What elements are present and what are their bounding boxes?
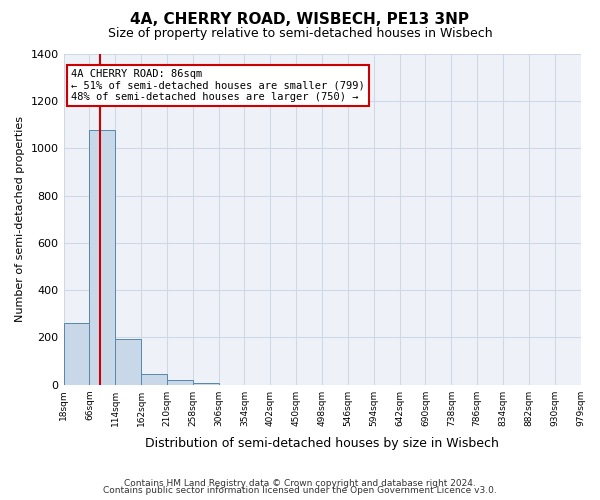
Bar: [141, 374, 167, 384]
Text: 4A, CHERRY ROAD, WISBECH, PE13 3NP: 4A, CHERRY ROAD, WISBECH, PE13 3NP: [131, 12, 470, 28]
Bar: [64, 323, 89, 384]
Text: 4A CHERRY ROAD: 86sqm
← 51% of semi-detached houses are smaller (799)
48% of sem: 4A CHERRY ROAD: 86sqm ← 51% of semi-deta…: [71, 69, 365, 102]
Bar: [167, 380, 193, 384]
Y-axis label: Number of semi-detached properties: Number of semi-detached properties: [15, 116, 25, 322]
Text: Contains HM Land Registry data © Crown copyright and database right 2024.: Contains HM Land Registry data © Crown c…: [124, 478, 476, 488]
X-axis label: Distribution of semi-detached houses by size in Wisbech: Distribution of semi-detached houses by …: [145, 437, 499, 450]
Bar: [89, 130, 115, 384]
Text: Contains public sector information licensed under the Open Government Licence v3: Contains public sector information licen…: [103, 486, 497, 495]
Bar: [115, 338, 141, 384]
Text: Size of property relative to semi-detached houses in Wisbech: Size of property relative to semi-detach…: [107, 28, 493, 40]
